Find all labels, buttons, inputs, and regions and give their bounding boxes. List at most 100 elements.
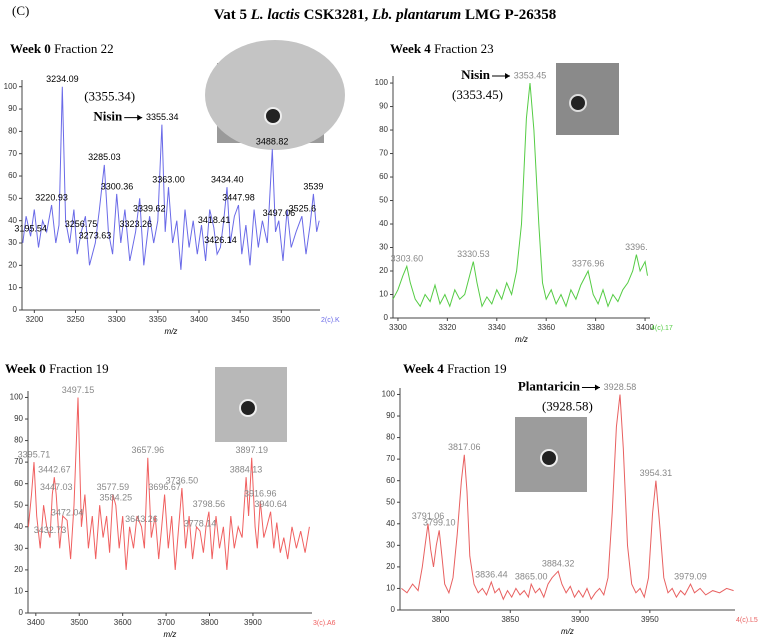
peak-label: 3285.03 [88, 152, 121, 162]
y-tick-label: 0 [13, 305, 18, 314]
title-part: CSK3281, [300, 7, 372, 23]
panel-label: (C) [12, 3, 29, 18]
x-tick-label: 3320 [438, 323, 456, 332]
title-part: LMG P-26358 [461, 7, 556, 23]
figure-title: Vat 5 L. lactis CSK3281, Lb. plantarum L… [214, 7, 556, 23]
annotation-arrowhead [594, 384, 600, 391]
y-tick-label: 40 [386, 519, 395, 528]
peak-label: 3577.59 [97, 482, 130, 492]
chart-title-bold: Week 0 [5, 361, 46, 376]
y-tick-label: 0 [384, 313, 389, 322]
y-tick-label: 50 [386, 497, 395, 506]
chart-title: Week 4 Fraction 23 [390, 41, 494, 56]
peak-label: 3396. [625, 242, 648, 252]
x-tick-label: 3850 [501, 615, 519, 624]
photo-dish [205, 40, 345, 150]
peak-label: 3432.73 [34, 525, 67, 535]
y-tick-label: 30 [379, 243, 388, 252]
annotation-arrowhead [505, 73, 511, 80]
peak-label: 3584.25 [100, 493, 133, 503]
peak-label: 3696.67 [148, 482, 181, 492]
chart-title: Week 0 Fraction 19 [5, 361, 109, 376]
corner-label: 2(c).K [321, 317, 340, 324]
peak-label: 3979.09 [674, 572, 707, 582]
y-tick-label: 90 [379, 102, 388, 111]
x-tick-label: 3950 [641, 615, 659, 624]
peak-label: 3497.06 [263, 208, 296, 218]
x-tick-label: 3300 [389, 323, 407, 332]
y-tick-label: 80 [386, 433, 395, 442]
x-tick-label: 3400 [636, 323, 654, 332]
peak-label: 3798.56 [193, 499, 226, 509]
y-tick-label: 60 [8, 171, 17, 180]
peak-label: 3736.50 [166, 475, 199, 485]
y-tick-label: 20 [14, 565, 23, 574]
annotation: Plantaricin [518, 378, 581, 393]
y-tick-label: 60 [379, 172, 388, 181]
peak-label: 3418.41 [198, 215, 231, 225]
peak-label: 3323.26 [120, 219, 153, 229]
annotation: Nisin [461, 67, 491, 82]
peak-label: 3339.62 [133, 204, 166, 214]
y-tick-label: 0 [391, 605, 396, 614]
y-tick-label: 50 [379, 196, 388, 205]
peak-label: 3865.00 [515, 572, 548, 582]
corner-label: 4(c).17 [651, 325, 673, 332]
peak-label: 3376.96 [572, 258, 605, 268]
spectrum-line [392, 82, 648, 308]
peak-label: 3355.34 [146, 112, 179, 122]
spectrum-line [27, 397, 310, 570]
y-tick-label: 80 [379, 125, 388, 134]
peak-label: 3657.96 [132, 445, 165, 455]
x-tick-label: 3500 [272, 315, 290, 324]
x-tick-label: 3800 [432, 615, 450, 624]
peak-label: 3426.14 [204, 235, 237, 245]
photo-well [569, 94, 587, 112]
x-tick-label: 3600 [114, 618, 132, 627]
peak-label: 3303.60 [391, 254, 424, 264]
peak-label: 3897.19 [235, 445, 268, 455]
spectrum-line [22, 86, 320, 270]
y-tick-label: 90 [8, 104, 17, 113]
y-tick-label: 100 [4, 82, 18, 91]
peak-label: 3234.09 [46, 74, 79, 84]
x-tick-label: 3200 [25, 315, 43, 324]
y-tick-label: 10 [14, 587, 23, 596]
peak-label: 3539 [303, 181, 323, 191]
y-tick-label: 40 [14, 522, 23, 531]
peak-label: 3488.82 [256, 137, 289, 147]
x-axis-label: m/z [561, 627, 574, 636]
y-tick-label: 70 [8, 149, 17, 158]
peak-label: 3195.54 [14, 224, 47, 234]
peak-label: 3940.64 [254, 499, 287, 509]
chart-title-bold: Week 0 [10, 41, 51, 56]
y-tick-label: 0 [19, 608, 24, 617]
y-tick-label: 80 [8, 126, 17, 135]
y-tick-label: 90 [386, 411, 395, 420]
annotation-value: (3353.45) [452, 87, 503, 102]
peak-label: 3799.10 [423, 518, 456, 528]
annotation: Nisin [93, 109, 123, 124]
y-tick-label: 30 [386, 540, 395, 549]
peak-label: 3353.45 [514, 70, 547, 80]
chart-title: Week 4 Fraction 19 [403, 361, 507, 376]
peak-label: 3273.63 [79, 230, 112, 240]
peak-label: 3954.31 [640, 468, 673, 478]
corner-label: 3(c).A6 [313, 620, 336, 627]
peak-label: 3836.44 [475, 569, 508, 579]
peak-label: 3884.32 [542, 559, 575, 569]
x-tick-label: 3800 [201, 618, 219, 627]
y-tick-label: 20 [379, 266, 388, 275]
chart-title-bold: Week 4 [403, 361, 444, 376]
title-part: Lb. plantarum [371, 7, 461, 23]
photo-well [239, 399, 257, 417]
peak-label: 3395.71 [18, 450, 51, 460]
y-tick-label: 60 [386, 476, 395, 485]
corner-label: 4(c).L5 [736, 617, 758, 624]
annotation-arrowhead [137, 114, 143, 121]
peak-label: 3884.13 [230, 465, 263, 475]
x-tick-label: 3500 [70, 618, 88, 627]
x-tick-label: 3300 [108, 315, 126, 324]
peak-label: 3778.14 [184, 518, 217, 528]
